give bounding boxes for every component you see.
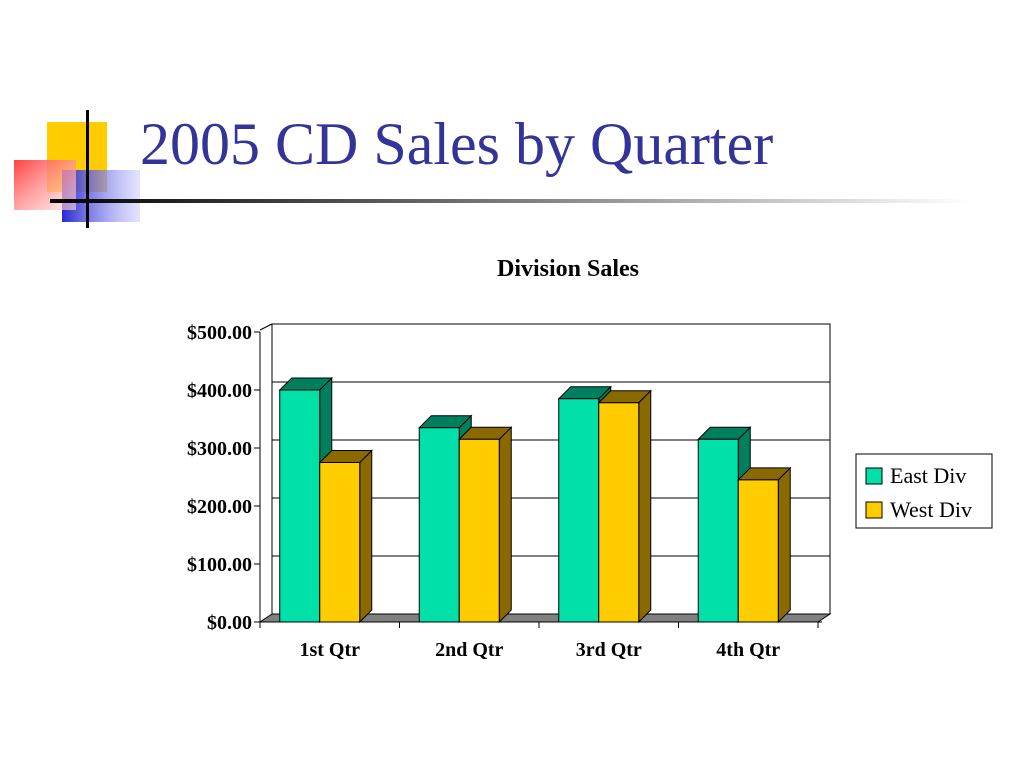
y-axis-ticks: $0.00 $100.00 $200.00 $300.00 $400.00 $500.00 <box>187 322 260 634</box>
bar-front <box>558 398 600 623</box>
y-tick-label: $0.00 <box>207 612 252 634</box>
legend: East Div West Div <box>855 453 993 529</box>
bar-west-div-2nd-qtr <box>458 426 513 624</box>
legend-swatch <box>865 501 883 519</box>
legend-swatch <box>865 467 883 485</box>
x-axis-ticks: 1st Qtr 2nd Qtr 3rd Qtr 4th Qtr <box>259 622 819 661</box>
bar-front <box>697 438 739 623</box>
x-tick-label: 2nd Qtr <box>435 639 503 661</box>
legend-label: East Div <box>890 463 966 488</box>
bar-front <box>418 427 460 623</box>
bar-side <box>498 426 512 624</box>
bar-front <box>279 389 321 623</box>
side-wall-edge <box>259 323 273 331</box>
x-tick-label: 1st Qtr <box>299 639 360 661</box>
deco-vertical-line <box>86 110 89 228</box>
bar-side <box>777 466 791 624</box>
bars <box>278 376 792 624</box>
legend-label: West Div <box>890 497 972 522</box>
deco-horizontal-line <box>50 199 970 203</box>
bar-front <box>319 462 361 623</box>
x-tick-label: 4th Qtr <box>716 639 780 661</box>
bar-front <box>458 438 500 623</box>
bar-front <box>737 479 779 623</box>
y-tick-label: $500.00 <box>187 322 252 344</box>
slide-title: 2005 CD Sales by Quarter <box>140 111 774 177</box>
bar-west-div-3rd-qtr <box>597 389 652 624</box>
y-tick-label: $400.00 <box>187 380 252 402</box>
y-tick-label: $300.00 <box>187 438 252 460</box>
bar-front <box>598 402 640 623</box>
bar-west-div-1st-qtr <box>318 449 373 624</box>
y-tick-label: $200.00 <box>187 496 252 518</box>
bar-side <box>359 449 373 624</box>
chart-title: Division Sales <box>497 256 639 282</box>
corner-decoration <box>14 110 970 228</box>
x-tick-label: 3rd Qtr <box>576 639 642 661</box>
bar-side <box>638 389 652 624</box>
y-tick-label: $100.00 <box>187 554 252 576</box>
bar-west-div-4th-qtr <box>737 466 792 624</box>
